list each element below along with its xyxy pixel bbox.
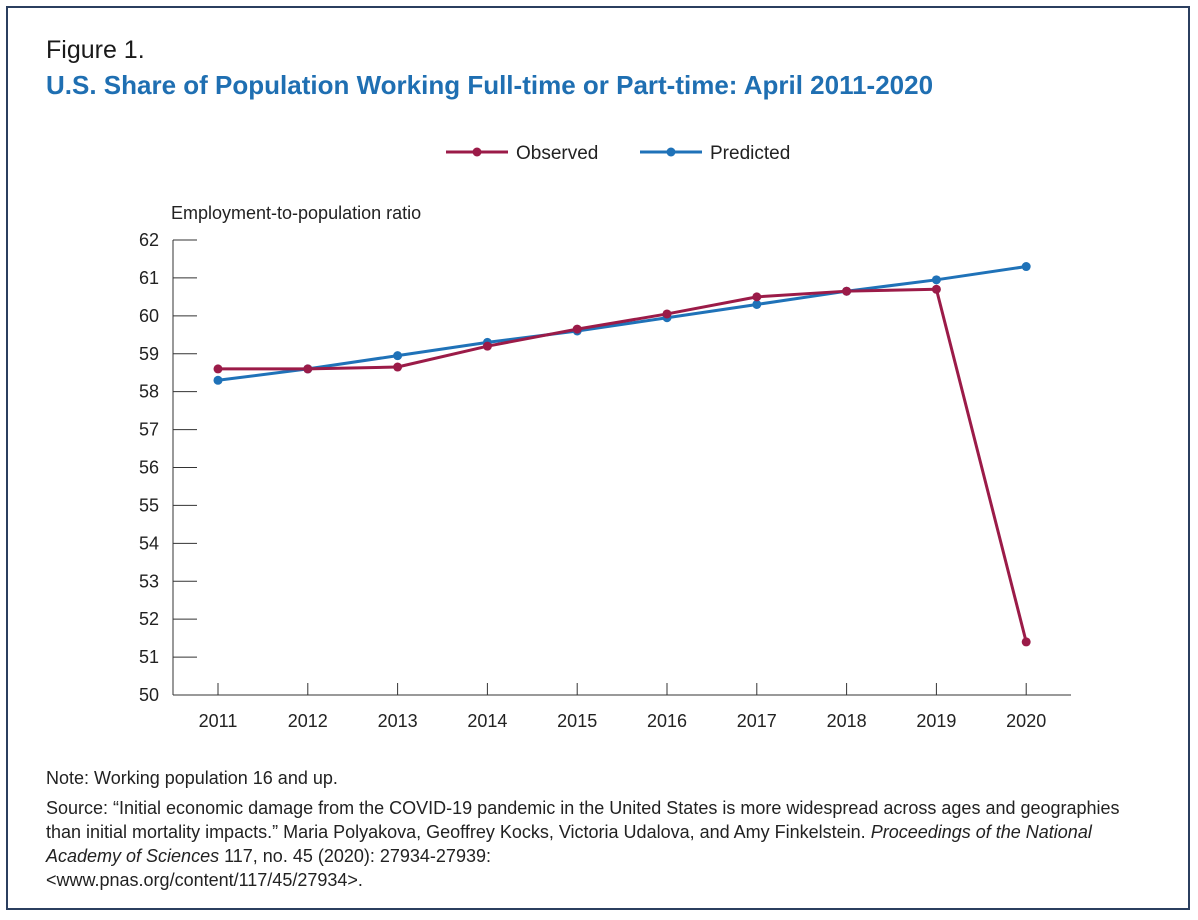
data-point-observed: [842, 286, 852, 296]
data-point-observed: [572, 324, 582, 334]
y-tick-label: 50: [139, 685, 159, 705]
y-tick-label: 59: [139, 344, 159, 364]
figure-frame: [6, 6, 1190, 910]
y-tick-label: 62: [139, 230, 159, 250]
series-line-observed: [218, 287, 1028, 643]
source-text: Source: “Initial economic damage from th…: [46, 796, 1156, 892]
x-tick-label: 2020: [1006, 711, 1046, 731]
y-tick-label: 55: [139, 495, 159, 515]
x-tick-label: 2012: [288, 711, 328, 731]
data-point-observed: [303, 364, 313, 374]
y-tick-label: 61: [139, 268, 159, 288]
x-tick-label: 2018: [827, 711, 867, 731]
data-point-predicted: [1021, 262, 1031, 272]
chart-axes: 50 51 52 53 54 55 56 57 58 59 60 61 62 2011 2012 2013 20…: [139, 230, 1071, 731]
chart-series: [213, 262, 1031, 647]
line-chart: Observed Predicted Employment-to-populati…: [139, 143, 1071, 731]
x-tick-label: 2016: [647, 711, 687, 731]
source-prefix: Source: “Initial economic damage from th…: [46, 798, 1120, 842]
data-point-observed: [1021, 637, 1031, 647]
note-text: Note: Working population 16 and up.: [46, 768, 338, 788]
y-axis-label: Employment-to-population ratio: [171, 203, 421, 223]
data-point-observed: [393, 362, 403, 372]
data-point-observed: [931, 284, 941, 294]
figure-notes: Note: Working population 16 and up. Sour…: [46, 766, 1156, 892]
x-tick-label: 2014: [467, 711, 507, 731]
y-tick-label: 60: [139, 306, 159, 326]
y-tick-label: 53: [139, 571, 159, 591]
legend-item-observed: Observed: [446, 143, 598, 164]
source-suffix: 117, no. 45 (2020): 27934-27939:: [219, 846, 491, 866]
y-tick-label: 51: [139, 647, 159, 667]
x-tick-label: 2017: [737, 711, 777, 731]
series-observed: [213, 284, 1031, 647]
legend-label: Observed: [516, 143, 598, 164]
y-tick-label: 52: [139, 609, 159, 629]
legend-item-predicted: Predicted: [640, 143, 790, 164]
legend-label: Predicted: [710, 143, 790, 164]
data-point-predicted: [931, 275, 941, 285]
y-tick-label: 58: [139, 382, 159, 402]
series-line-predicted: [217, 265, 1027, 382]
data-point-observed: [482, 341, 492, 351]
data-point-observed: [213, 364, 223, 374]
data-point-observed: [662, 309, 672, 319]
source-url: <www.pnas.org/content/117/45/27934>.: [46, 870, 363, 890]
data-point-predicted: [393, 351, 403, 361]
x-tick-label: 2019: [916, 711, 956, 731]
legend-marker: [666, 147, 676, 157]
legend-marker: [472, 147, 482, 157]
y-tick-label: 56: [139, 458, 159, 478]
figure-title: U.S. Share of Population Working Full-ti…: [46, 70, 934, 100]
x-tick-label: 2013: [378, 711, 418, 731]
chart-legend: Observed Predicted: [446, 143, 790, 164]
data-point-predicted: [213, 375, 223, 385]
data-point-predicted: [752, 299, 762, 309]
data-point-observed: [752, 292, 762, 302]
x-tick-label: 2011: [199, 711, 238, 731]
figure-label: Figure 1.: [46, 36, 145, 64]
x-tick-label: 2015: [557, 711, 597, 731]
series-predicted: [213, 262, 1031, 385]
y-tick-label: 54: [139, 533, 159, 553]
y-tick-label: 57: [139, 420, 159, 440]
source-journal: Proceedings of the National Academy of S…: [46, 822, 1092, 866]
